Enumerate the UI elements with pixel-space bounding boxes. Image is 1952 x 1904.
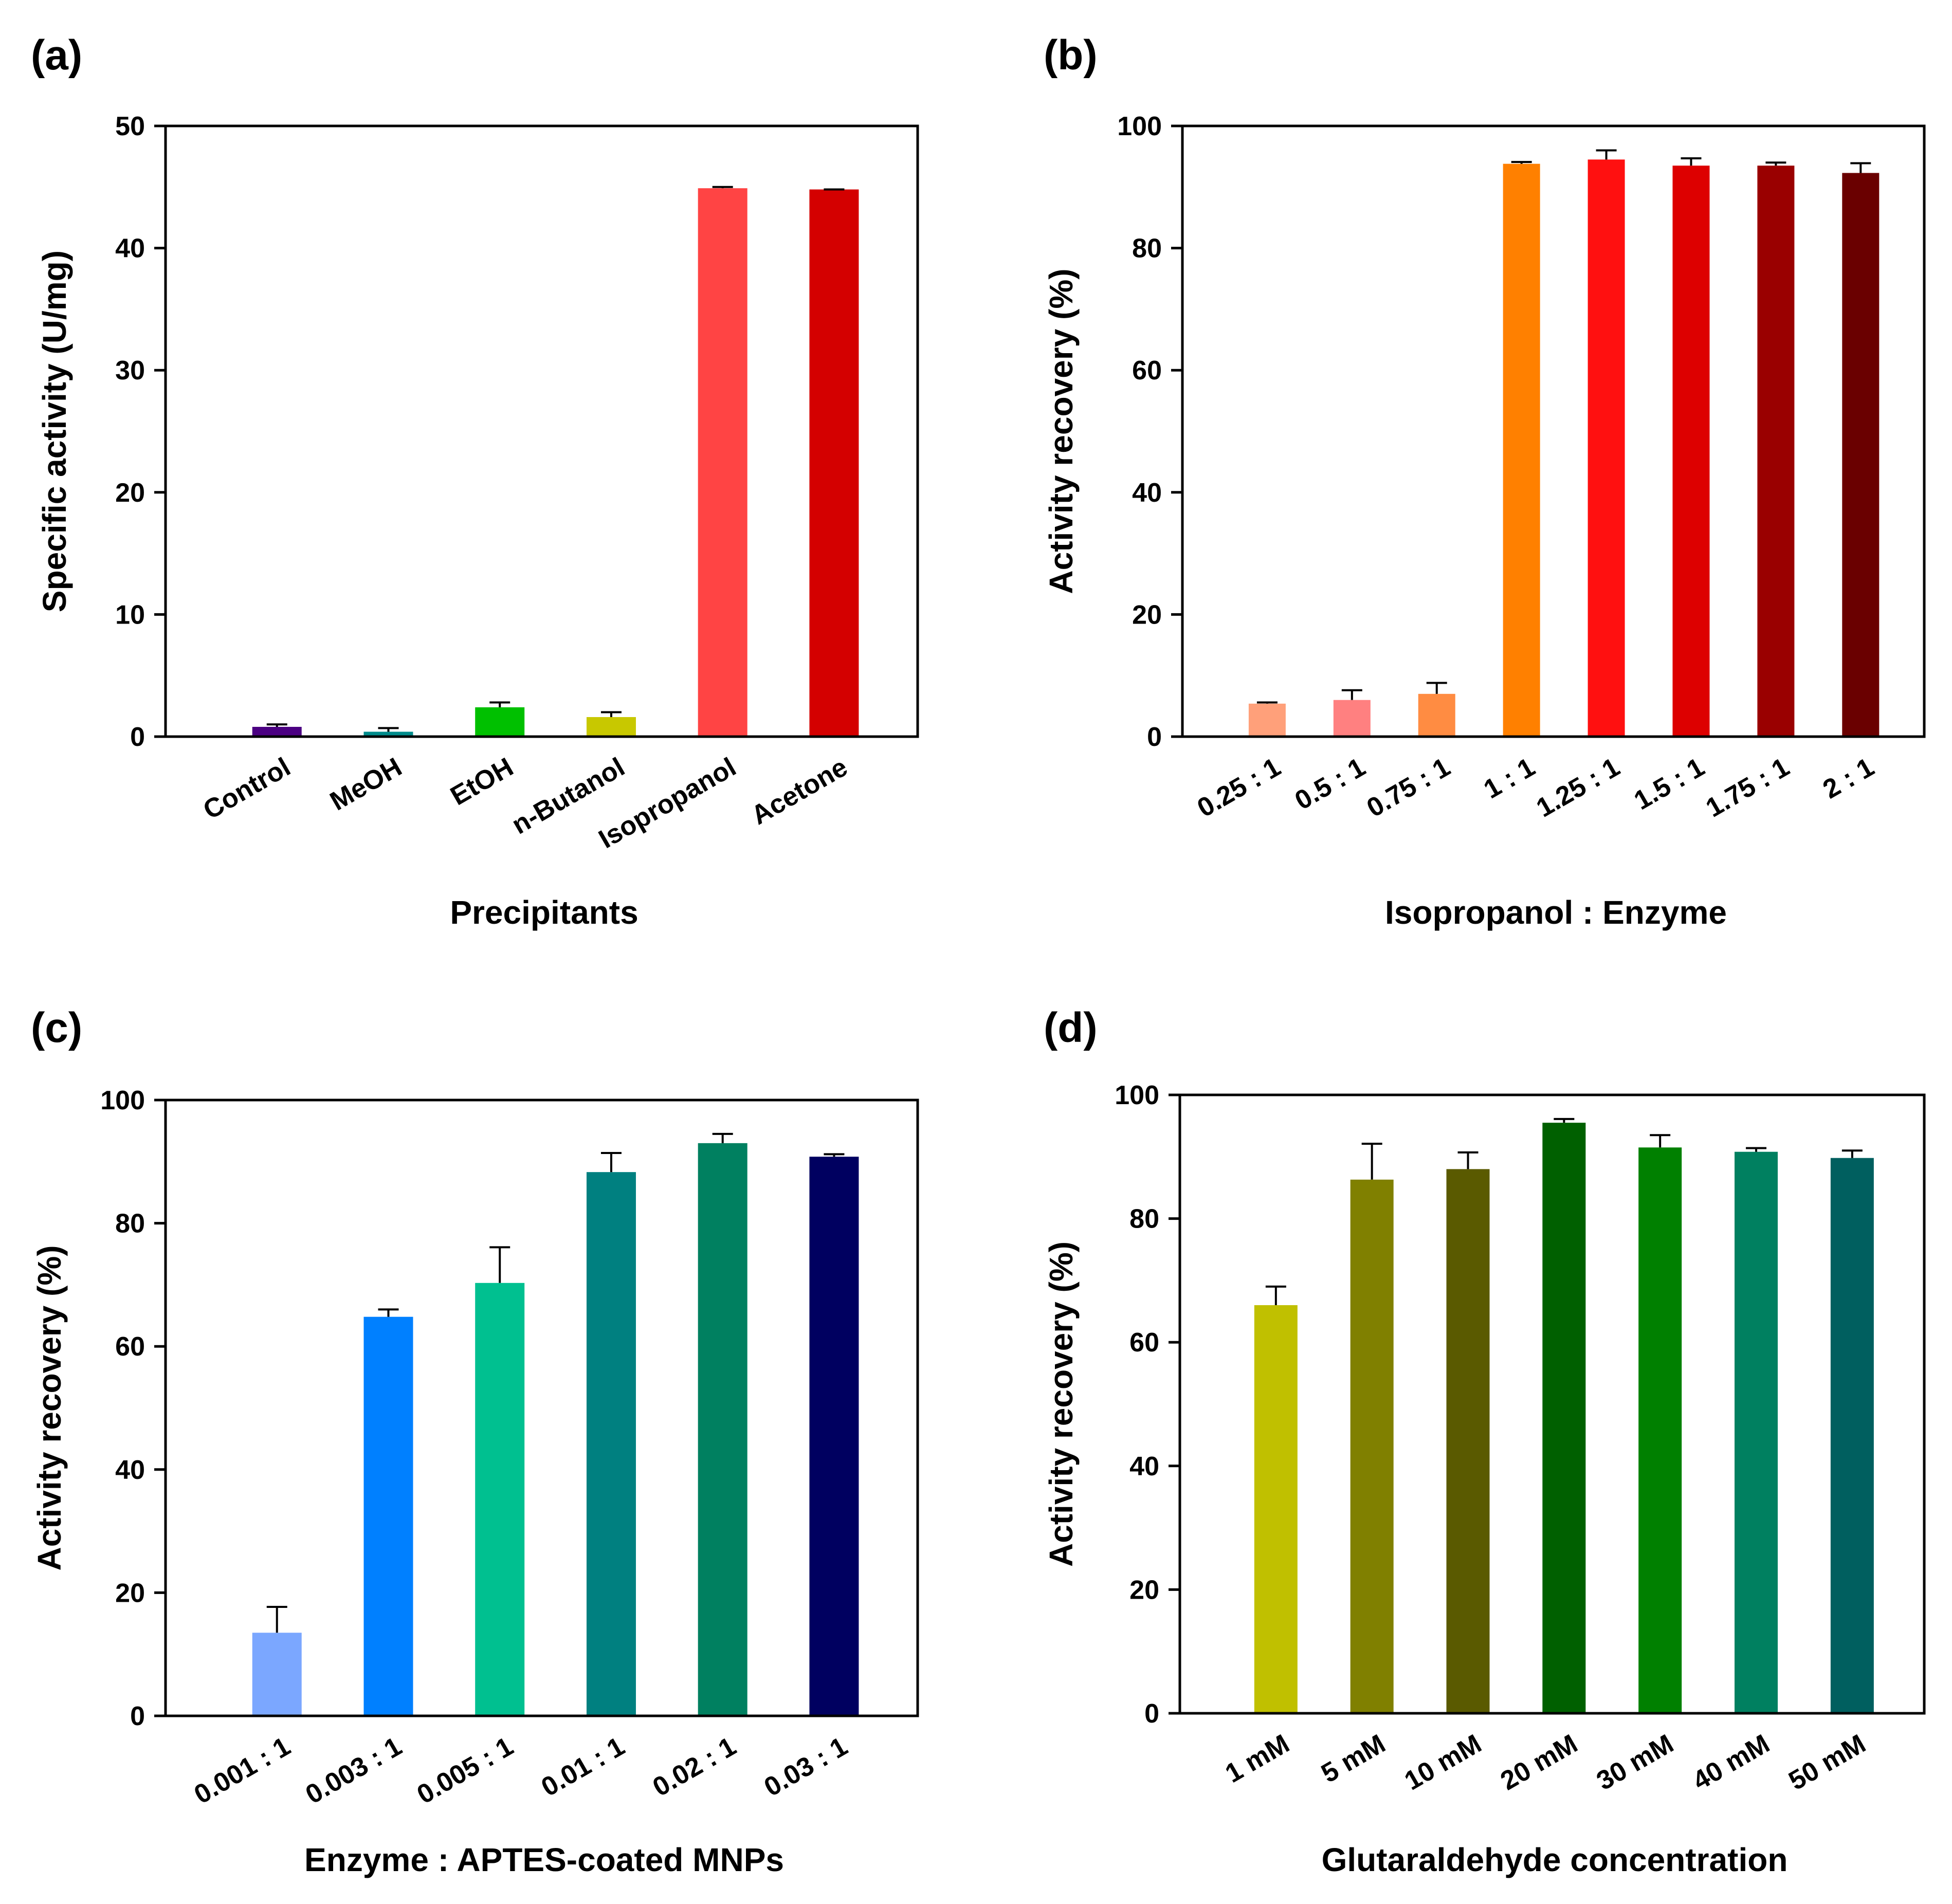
- bar: [1672, 166, 1710, 737]
- bar: [1333, 700, 1371, 737]
- x-tick-label: Control: [198, 752, 296, 826]
- panel-label: (a): [31, 32, 82, 79]
- y-tick-label: 50: [115, 112, 145, 141]
- plot-frame: [164, 1099, 919, 1717]
- x-axis-title: Glutaraldehyde concentration: [1322, 1841, 1788, 1878]
- y-axis-title: Activity recovery (%): [31, 1245, 68, 1570]
- y-tick-label: 40: [1132, 478, 1162, 508]
- x-tick-label: 0.25 : 1: [1192, 752, 1286, 823]
- bar: [698, 188, 747, 737]
- x-tick-label: 0.02 : 1: [648, 1731, 741, 1802]
- x-tick-label: 0.03 : 1: [759, 1731, 853, 1802]
- y-axis-title: Specific activity (U/mg): [36, 250, 73, 612]
- bar: [1638, 1147, 1682, 1713]
- bar: [586, 1172, 636, 1716]
- y-tick-label: 10: [115, 600, 145, 630]
- y-tick-label: 40: [115, 234, 145, 264]
- bar: [1446, 1169, 1490, 1713]
- x-tick-label: 1.75 : 1: [1701, 752, 1795, 823]
- bar: [252, 1633, 302, 1716]
- x-tick-label: 5 mM: [1317, 1729, 1391, 1789]
- y-tick-label: 0: [130, 722, 145, 752]
- y-tick-label: 60: [1132, 356, 1162, 386]
- panel-label: (d): [1044, 1004, 1098, 1051]
- y-tick-label: 30: [115, 356, 145, 386]
- y-tick-label: 80: [115, 1209, 145, 1239]
- x-tick-label: 1 mM: [1220, 1729, 1294, 1789]
- y-tick-label: 40: [1129, 1452, 1159, 1481]
- bar: [1542, 1123, 1586, 1713]
- y-tick-label: 20: [115, 478, 145, 508]
- plot-frame: [164, 124, 919, 738]
- y-tick-label: 20: [1132, 600, 1162, 630]
- bar: [1254, 1305, 1298, 1713]
- bar: [1503, 163, 1540, 737]
- x-tick-label: 1 : 1: [1479, 752, 1540, 804]
- x-tick-label: 0.75 : 1: [1362, 752, 1455, 823]
- y-tick-label: 100: [1115, 1081, 1159, 1110]
- bar: [1248, 703, 1286, 737]
- plot-frame: [1181, 124, 1926, 738]
- panel-label: (b): [1044, 32, 1098, 79]
- bar: [1350, 1179, 1394, 1713]
- y-tick-label: 100: [100, 1086, 145, 1115]
- y-axis-title: Activity recovery (%): [1043, 268, 1080, 594]
- bar: [363, 1316, 413, 1716]
- plot-frame: [1178, 1093, 1926, 1715]
- y-tick-label: 20: [115, 1578, 145, 1608]
- bar: [698, 1143, 747, 1716]
- x-tick-label: MeOH: [325, 752, 407, 816]
- bar: [475, 707, 525, 737]
- y-tick-label: 0: [1144, 1699, 1159, 1729]
- bar: [252, 726, 302, 737]
- x-tick-label: 0.01 : 1: [536, 1731, 630, 1802]
- x-tick-label: 1.5 : 1: [1629, 752, 1710, 816]
- panel-label: (c): [31, 1004, 82, 1051]
- x-tick-label: 10 mM: [1399, 1729, 1486, 1796]
- bar: [809, 1157, 859, 1716]
- x-axis-title: Isopropanol : Enzyme: [1385, 894, 1727, 931]
- bar: [586, 717, 636, 737]
- bar: [475, 1283, 525, 1716]
- x-tick-label: 0.003 : 1: [301, 1731, 407, 1810]
- y-tick-label: 100: [1117, 112, 1162, 141]
- y-tick-label: 60: [1129, 1328, 1159, 1358]
- y-tick-label: 0: [1147, 722, 1162, 752]
- x-tick-label: 40 mM: [1688, 1729, 1775, 1796]
- x-tick-label: 30 mM: [1592, 1729, 1679, 1796]
- bar: [1757, 166, 1795, 737]
- x-tick-label: Acetone: [746, 752, 853, 831]
- x-tick-label: 0.001 : 1: [189, 1731, 296, 1810]
- x-tick-label: 0.5 : 1: [1290, 752, 1371, 816]
- y-tick-label: 60: [115, 1332, 145, 1362]
- bar: [363, 731, 413, 737]
- x-tick-label: 2 : 1: [1818, 752, 1879, 804]
- bar: [1842, 173, 1880, 737]
- bar: [1735, 1151, 1778, 1713]
- bar: [1588, 159, 1625, 737]
- bar: [809, 189, 859, 737]
- y-tick-label: 0: [130, 1701, 145, 1731]
- y-tick-label: 20: [1129, 1575, 1159, 1605]
- y-tick-label: 80: [1132, 234, 1162, 264]
- bar: [1418, 693, 1455, 737]
- x-tick-label: 0.005 : 1: [412, 1731, 518, 1810]
- x-tick-label: EtOH: [446, 752, 519, 811]
- bar: [1830, 1158, 1874, 1713]
- panel-c: (c) 0.001 : 1 0.003 : 1 0.005 : 1 0.01 : 1 0.…: [31, 1004, 919, 1878]
- x-tick-label: 20 mM: [1495, 1729, 1582, 1796]
- panel-d: (d) 1 mM 5 mM 10 mM 20 mM 30 mM 40 mM 50 mM 0 20 4…: [1043, 1004, 1926, 1878]
- y-tick-label: 40: [115, 1455, 145, 1485]
- x-axis-title: Enzyme : APTES-coated MNPs: [304, 1841, 784, 1878]
- y-axis-title: Activity recovery (%): [1043, 1241, 1080, 1567]
- y-tick-label: 80: [1129, 1204, 1159, 1234]
- x-tick-label: 50 mM: [1784, 1729, 1871, 1796]
- x-axis-title: Precipitants: [450, 894, 638, 931]
- x-tick-label: 1.25 : 1: [1531, 752, 1625, 823]
